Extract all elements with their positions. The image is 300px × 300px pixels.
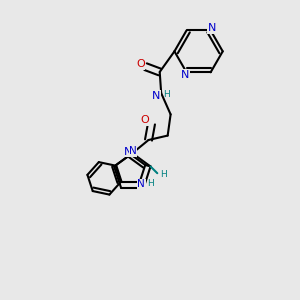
Text: N: N <box>129 146 137 157</box>
Text: N: N <box>152 91 160 100</box>
Text: O: O <box>136 59 145 69</box>
Text: H: H <box>160 170 167 179</box>
Text: O: O <box>141 115 149 125</box>
Text: H: H <box>164 90 170 99</box>
Text: H: H <box>147 179 154 188</box>
Text: N: N <box>124 147 132 157</box>
Text: N: N <box>181 70 189 80</box>
Text: N: N <box>137 179 145 190</box>
Text: N: N <box>208 23 216 33</box>
